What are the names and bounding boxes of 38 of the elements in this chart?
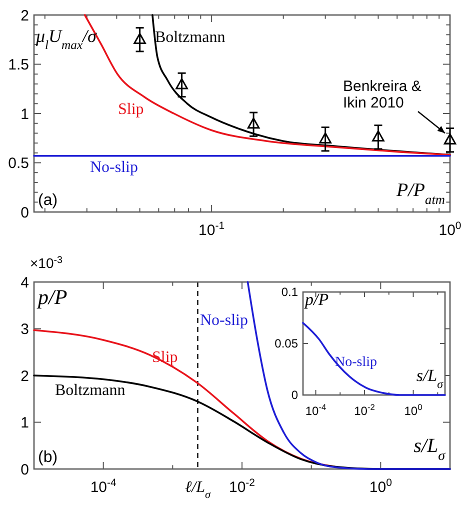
y-tick-label: 3	[20, 321, 29, 338]
x-tick-label: 10$^{0}$	[438, 220, 462, 239]
series-label: No-slip	[90, 159, 138, 176]
x-axis-title: s/L$_{σ}$	[416, 366, 444, 391]
y-tick-label: 0	[291, 388, 298, 402]
y-tick-label: 1	[20, 414, 29, 432]
y-tick-label: 1	[20, 106, 29, 123]
annotation: (a)	[38, 192, 58, 209]
y-axis-title: p/P	[304, 290, 329, 309]
x-tick-label: 10$^{0}$	[404, 402, 423, 418]
y-tick-label: 2	[20, 368, 29, 385]
y-tick-label: 4	[20, 274, 29, 292]
y-tick-label: 1.5	[8, 56, 29, 74]
y-tick-label: 0.05	[274, 336, 298, 351]
series-label: Slip	[118, 101, 144, 118]
x-tick-label: 10$^{-1}$	[198, 220, 225, 239]
x-tick-label: 10$^{-4}$	[90, 477, 116, 496]
ref-line-label: ℓ/L$_{σ}$	[184, 479, 211, 501]
x-axis-title: s/L$_{σ}$	[414, 435, 446, 464]
series-label: Benkreira & Ikin 2010	[343, 78, 422, 112]
x-tick-label: 10$^{-2}$	[354, 402, 376, 418]
y-tick-label: 0	[20, 461, 29, 478]
series-label: No-slip	[335, 355, 377, 370]
x-tick-label: 10$^{-4}$	[305, 402, 326, 418]
text: ×10$^{-3}$	[30, 254, 64, 271]
y-tick-label: 0.1	[281, 285, 298, 300]
annotation: (b)	[38, 449, 58, 466]
y-axis-title: μ$_{l}$U$_{max}$/σ	[35, 26, 98, 52]
x-axis-title: P/P$_{atm}$	[396, 180, 446, 206]
series-label: No-slip	[200, 312, 248, 329]
x-tick-label: 10$^{0}$	[369, 477, 392, 496]
x-tick-label: 10$^{-2}$	[228, 477, 256, 496]
y-tick-label: 0.5	[8, 155, 29, 172]
y-tick-label: 2	[20, 7, 29, 24]
series-label: Boltzmann	[155, 29, 226, 46]
series-label: Boltzmann	[55, 382, 126, 399]
y-axis-title: p/P	[36, 285, 68, 309]
y-tick-label: 0	[20, 204, 29, 222]
